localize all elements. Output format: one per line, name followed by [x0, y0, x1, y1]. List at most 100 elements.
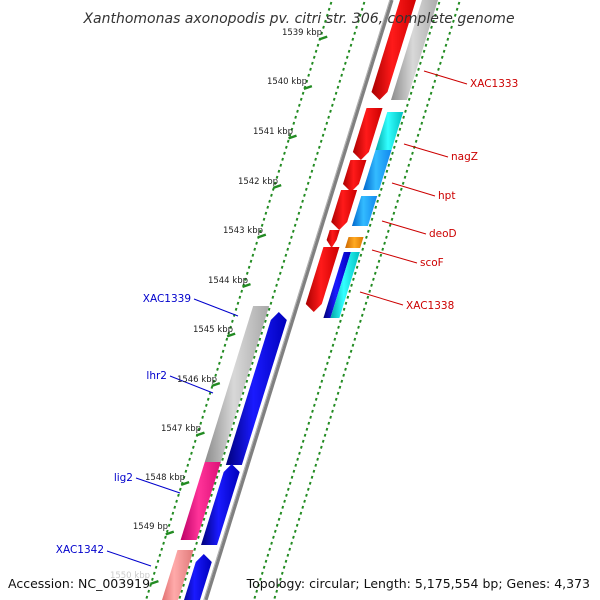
gc-dot-right-outer	[355, 331, 359, 335]
gc-dot-right-outer	[450, 25, 453, 29]
gc-dot-right	[327, 355, 331, 359]
gc-dot-right-outer	[453, 13, 457, 17]
gene-label-xac1339[interactable]: XAC1339	[143, 293, 191, 305]
gc-dot-left-inner	[351, 37, 355, 41]
gc-dot-left-inner	[306, 181, 310, 185]
gc-dot-right-outer	[440, 55, 444, 59]
gc-dot-left	[154, 565, 158, 569]
gc-dot-left	[193, 439, 197, 443]
gc-dot-left	[184, 469, 188, 473]
gc-dot-left	[324, 19, 327, 23]
gc-dot-left-inner	[353, 31, 357, 35]
gc-dot-right	[303, 433, 307, 437]
gc-dot-right-outer	[368, 289, 372, 293]
gc-dot-right	[344, 301, 348, 305]
gene-lig2	[183, 554, 212, 600]
gc-dot-right	[428, 31, 432, 35]
gc-dot-right	[320, 379, 324, 383]
gc-dot-left-inner	[293, 223, 297, 227]
gc-dot-left-inner	[360, 7, 364, 11]
gc-dot-left-inner	[316, 151, 319, 155]
gc-dot-right-outer	[347, 355, 351, 359]
gc-dot-right	[318, 385, 322, 389]
gc-dot-right-outer	[286, 553, 290, 557]
topology-text: Topology: circular; Length: 5,175,554 bp…	[246, 576, 590, 591]
gc-dot-left	[281, 157, 284, 161]
gc-dot-left	[320, 31, 324, 35]
gc-dot-left	[307, 73, 311, 77]
gc-dot-left	[204, 403, 208, 407]
cog-hpt	[351, 196, 378, 226]
gc-dot-right-outer	[308, 481, 312, 485]
gene-label-nagz[interactable]: nagZ	[451, 151, 478, 163]
gc-dot-left	[199, 421, 203, 425]
gc-dot-right-outer	[340, 379, 344, 383]
gc-dot-left-inner	[180, 589, 184, 593]
gc-dot-right-outer	[284, 559, 288, 563]
gc-dot-left	[260, 223, 264, 227]
gc-dot-right	[402, 115, 405, 119]
cog-xac1338-cyan	[330, 252, 360, 318]
gc-dot-left	[191, 445, 195, 449]
gene-xac1333	[371, 0, 416, 100]
gc-dot-right-outer	[385, 235, 388, 239]
gc-dot-right-outer	[280, 571, 284, 575]
gc-dot-left-inner	[223, 451, 226, 455]
gc-dot-right	[365, 235, 368, 239]
gc-dot-right	[366, 229, 370, 233]
gc-dot-left-inner	[236, 409, 239, 413]
gc-dot-right-outer	[336, 391, 340, 395]
gc-dot-right-outer	[279, 577, 282, 581]
gc-dot-right-outer	[446, 37, 450, 41]
gene-label-xac1333[interactable]: XAC1333	[470, 78, 518, 90]
gc-dot-right	[314, 397, 318, 401]
gc-dot-left-inner	[232, 421, 236, 425]
gc-dot-left	[164, 535, 167, 539]
gene-nagz	[352, 108, 383, 160]
gc-dot-left	[253, 247, 257, 251]
gc-dot-left-inner	[219, 463, 223, 467]
gc-dot-left	[160, 547, 164, 551]
cog-nagz-sky	[363, 150, 392, 190]
gc-dot-right-outer	[277, 583, 280, 587]
kbp-label: 1549 bp	[133, 522, 168, 532]
gc-dot-right-outer	[346, 361, 349, 365]
gene-label-xac1342[interactable]: XAC1342	[56, 544, 104, 556]
gc-dot-right-outer	[429, 91, 433, 95]
gene-label-lhr2[interactable]: lhr2	[146, 370, 167, 382]
gc-dot-left-inner	[336, 85, 340, 89]
gene-label-deod[interactable]: deoD	[429, 228, 457, 240]
gc-dot-right	[389, 157, 392, 161]
gc-dot-left	[264, 211, 268, 215]
gc-dot-right-outer	[364, 301, 368, 305]
gc-dot-right	[394, 139, 398, 143]
gc-dot-right	[426, 37, 430, 41]
gc-dot-right	[381, 181, 385, 185]
gc-dot-right	[352, 277, 355, 281]
gc-dot-right-outer	[288, 547, 292, 551]
kbp-label: 1550 kbp	[110, 571, 150, 581]
gc-dot-right-outer	[414, 139, 418, 143]
gene-label-scof[interactable]: scoF	[420, 257, 444, 269]
kbp-tick	[288, 134, 297, 140]
gc-dot-left	[162, 541, 165, 545]
gc-dot-right	[417, 67, 420, 71]
gc-dot-left	[311, 61, 314, 65]
gc-dot-left	[284, 145, 288, 149]
gene-label-lig2[interactable]: lig2	[114, 472, 133, 484]
gc-dot-left	[152, 571, 156, 575]
gc-dot-left	[247, 265, 251, 269]
gc-dot-left	[266, 205, 270, 209]
gc-dot-right-outer	[301, 505, 305, 509]
gene-label-xac1338[interactable]: XAC1338	[406, 300, 454, 312]
gc-dot-left-inner	[357, 19, 360, 23]
gene-label-hpt[interactable]: hpt	[438, 190, 455, 202]
gc-dot-right	[335, 331, 339, 335]
backbone-line	[204, 0, 394, 600]
gc-dot-right	[379, 187, 383, 191]
gc-dot-left	[312, 55, 316, 59]
gc-dot-right-outer	[316, 457, 319, 461]
gc-dot-right	[290, 475, 294, 479]
gc-dot-left-inner	[330, 103, 334, 107]
gc-dot-left-inner	[345, 55, 349, 59]
